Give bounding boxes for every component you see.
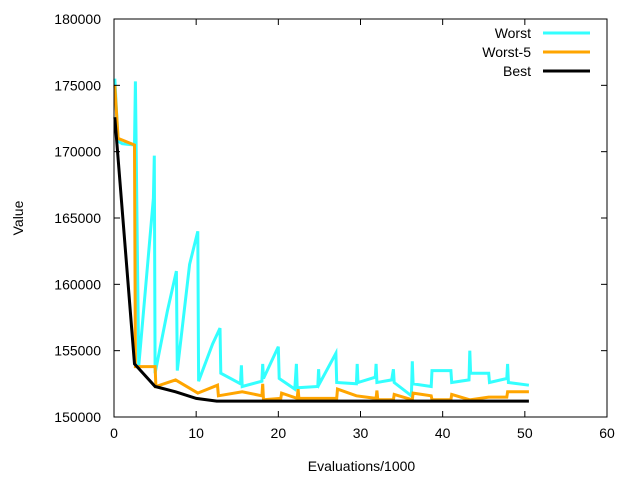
y-tick-label: 155000 [54,343,101,359]
y-axis-title: Value [10,200,26,235]
x-tick-label: 20 [271,425,287,441]
x-tick-label: 0 [110,425,118,441]
y-tick-label: 180000 [54,11,101,27]
y-tick-label: 160000 [54,276,101,292]
legend-label: Worst-5 [482,44,531,60]
y-tick-label: 170000 [54,144,101,160]
y-tick-label: 150000 [54,409,101,425]
series-line-worst [113,78,530,399]
x-tick-label: 10 [188,425,204,441]
plot-frame [113,18,608,418]
x-tick-label: 60 [599,425,615,441]
legend-label: Best [503,63,531,79]
legend-label: Worst [495,25,531,41]
x-tick-label: 50 [517,425,533,441]
x-tick-label: 30 [353,425,369,441]
series-line-best [113,117,529,403]
x-axis-title: Evaluations/1000 [308,458,416,474]
axes-layer: 0 10 20 30 40 50 60 150000 155000 160000 165000 170… [54,11,615,441]
legend: Worst Worst-5 Best [482,25,590,79]
y-tick-label: 175000 [54,77,101,93]
x-tick-label: 40 [435,425,451,441]
series-layer [113,78,530,403]
y-tick-label: 165000 [54,210,101,226]
